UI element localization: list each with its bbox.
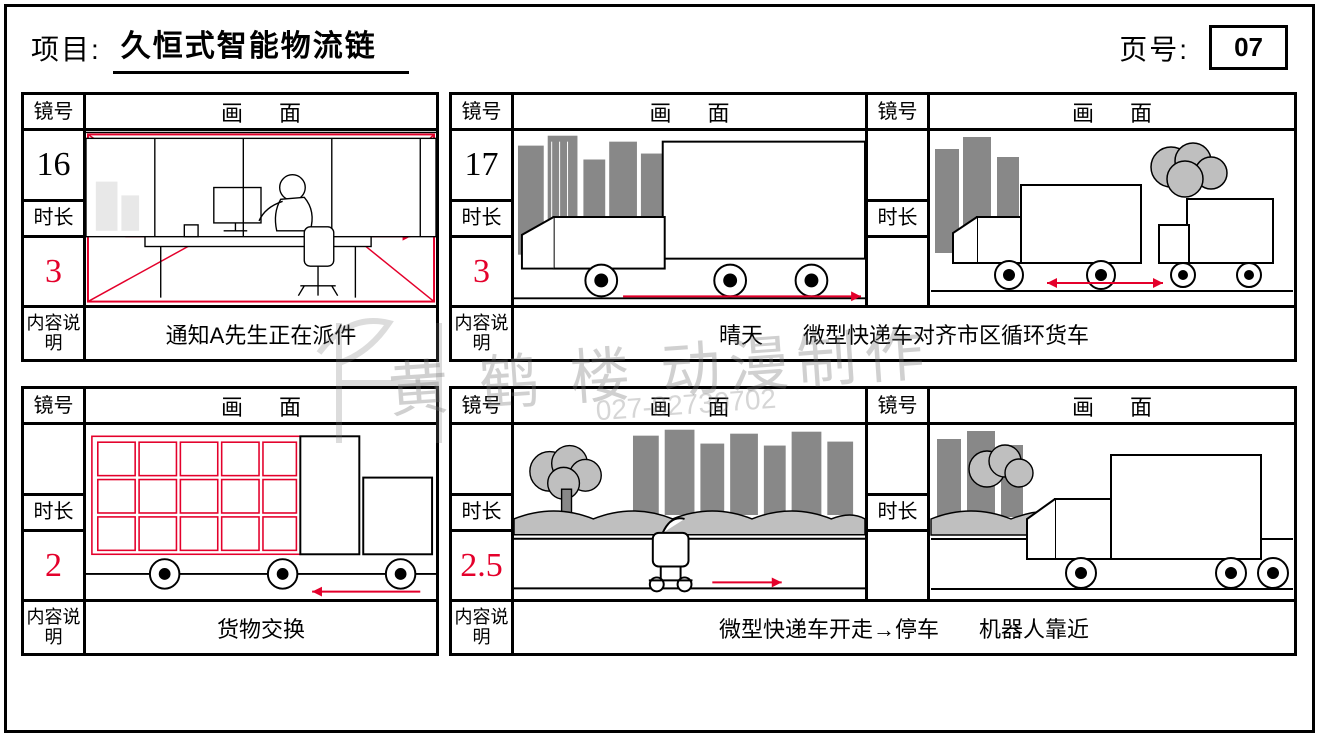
header: 项目: 久恒式智能物流链 页号: 07 xyxy=(7,7,1312,84)
storyboard-panel-cargo: 镜号 时长 2 画面 xyxy=(21,386,439,656)
storyboard-panel-17: 镜号 17 时长 3 画面 xyxy=(449,92,1297,362)
page-number-label: 页号: xyxy=(1119,28,1189,68)
label-desc: 内容说明 xyxy=(24,602,86,653)
storyboard-row-2: 镜号 时长 2 画面 xyxy=(21,386,1298,656)
label-desc: 内容说明 xyxy=(452,602,514,653)
page-number-value: 07 xyxy=(1209,25,1288,70)
desc-17-left: 晴天 xyxy=(719,318,763,350)
label-shot: 镜号 xyxy=(24,389,83,425)
label-duration: 时长 xyxy=(24,202,83,238)
project-title: 久恒式智能物流链 xyxy=(113,21,409,74)
desc-17-right: 微型快递车对齐市区循环货车 xyxy=(803,318,1089,350)
label-frame: 画面 xyxy=(86,95,436,131)
frame-illustration-robot-a xyxy=(514,425,865,599)
label-shot: 镜号 xyxy=(868,95,927,131)
label-desc: 内容说明 xyxy=(452,308,514,359)
shot-number-empty xyxy=(868,131,927,202)
label-shot: 镜号 xyxy=(452,389,511,425)
desc-text-17: 晴天 微型快递车对齐市区循环货车 xyxy=(514,308,1294,359)
label-frame: 画面 xyxy=(930,389,1294,425)
label-frame: 画面 xyxy=(514,389,865,425)
desc-robot-right: 机器人靠近 xyxy=(979,612,1089,644)
duration-value: 3 xyxy=(452,238,511,306)
project-label: 项目: xyxy=(31,28,101,68)
shot-number-empty xyxy=(452,425,511,496)
duration-empty xyxy=(868,532,927,600)
duration-empty xyxy=(868,238,927,306)
label-duration: 时长 xyxy=(24,496,83,532)
label-shot: 镜号 xyxy=(868,389,927,425)
shot-number-empty xyxy=(868,425,927,496)
shot-number: 17 xyxy=(452,131,511,202)
shot-number-empty xyxy=(24,425,83,496)
desc-text-16: 通知A先生正在派件 xyxy=(86,308,436,359)
duration-value: 3 xyxy=(24,238,83,306)
label-shot: 镜号 xyxy=(452,95,511,131)
duration-value: 2.5 xyxy=(452,532,511,600)
frame-illustration-cargo xyxy=(86,425,436,599)
desc-text-robot: 微型快递车开走→停车 机器人靠近 xyxy=(514,602,1294,653)
frame-illustration-16: A B xyxy=(86,131,436,305)
frame-illustration-17a xyxy=(514,131,865,305)
desc-text-cargo: 货物交换 xyxy=(86,602,436,653)
label-duration: 时长 xyxy=(868,202,927,238)
shot-number: 16 xyxy=(24,131,83,202)
frame-illustration-17b xyxy=(930,131,1294,305)
label-duration: 时长 xyxy=(452,202,511,238)
label-frame: 画面 xyxy=(930,95,1294,131)
storyboard-panel-16: 镜号 16 时长 3 画面 xyxy=(21,92,439,362)
storyboard-panel-robot: 镜号 时长 2.5 画面 xyxy=(449,386,1297,656)
storyboard-row-1: 镜号 16 时长 3 画面 xyxy=(21,92,1298,362)
duration-value: 2 xyxy=(24,532,83,600)
label-frame: 画面 xyxy=(514,95,865,131)
label-shot: 镜号 xyxy=(24,95,83,131)
frame-illustration-robot-b xyxy=(930,425,1294,599)
label-frame: 画面 xyxy=(86,389,436,425)
label-desc: 内容说明 xyxy=(24,308,86,359)
label-duration: 时长 xyxy=(452,496,511,532)
label-duration: 时长 xyxy=(868,496,927,532)
desc-robot-left: 微型快递车开走→停车 xyxy=(719,612,939,644)
